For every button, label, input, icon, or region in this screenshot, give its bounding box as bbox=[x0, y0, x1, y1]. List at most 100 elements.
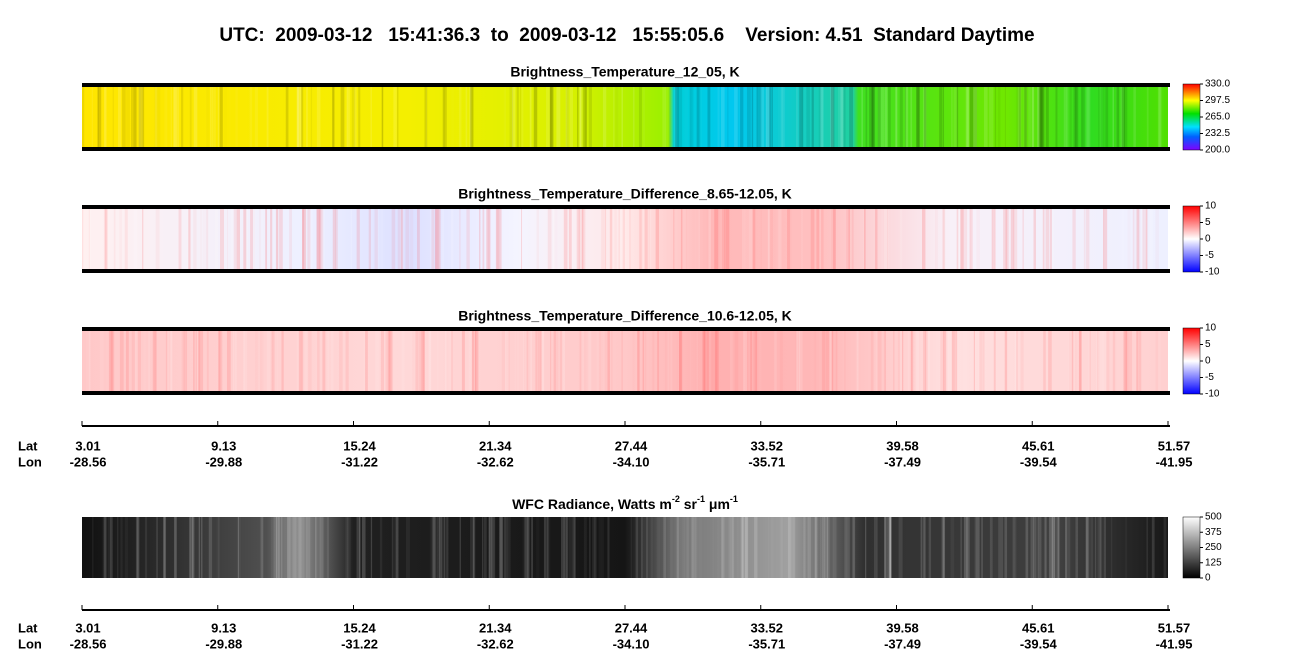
texture bbox=[346, 84, 349, 150]
texture bbox=[509, 84, 513, 150]
texture bbox=[1125, 517, 1127, 578]
texture bbox=[895, 84, 898, 150]
texture bbox=[285, 84, 289, 150]
texture bbox=[865, 84, 868, 150]
texture bbox=[482, 84, 484, 150]
texture bbox=[1045, 84, 1049, 150]
texture bbox=[381, 84, 384, 150]
texture bbox=[260, 206, 264, 272]
texture bbox=[1005, 206, 1009, 272]
texture bbox=[190, 517, 194, 578]
texture bbox=[319, 517, 324, 578]
texture bbox=[901, 206, 903, 272]
texture bbox=[916, 84, 920, 150]
texture bbox=[1158, 328, 1161, 394]
texture bbox=[1079, 328, 1081, 394]
texture bbox=[945, 328, 949, 394]
texture bbox=[497, 206, 501, 272]
lon-label: -28.56 bbox=[70, 454, 107, 469]
texture bbox=[320, 206, 325, 272]
texture bbox=[410, 206, 414, 272]
lon-label: -32.62 bbox=[477, 454, 514, 469]
texture bbox=[642, 328, 647, 394]
texture bbox=[164, 84, 168, 150]
texture bbox=[530, 328, 532, 394]
texture bbox=[436, 206, 441, 272]
texture bbox=[884, 328, 886, 394]
texture bbox=[419, 328, 423, 394]
colorbar-tick-label: -5 bbox=[1205, 372, 1214, 383]
texture bbox=[412, 206, 415, 272]
texture bbox=[533, 84, 538, 150]
texture bbox=[748, 206, 753, 272]
texture bbox=[261, 517, 263, 578]
texture bbox=[487, 206, 491, 272]
lat-label: 27.44 bbox=[615, 620, 648, 635]
texture bbox=[966, 206, 967, 272]
texture bbox=[941, 328, 943, 394]
texture bbox=[301, 84, 303, 150]
texture bbox=[350, 206, 353, 272]
texture bbox=[553, 328, 556, 394]
texture bbox=[1048, 517, 1053, 578]
texture bbox=[811, 84, 814, 150]
row-label: Lon bbox=[18, 636, 42, 651]
texture bbox=[1080, 84, 1083, 150]
texture bbox=[1099, 328, 1104, 394]
texture bbox=[832, 206, 837, 272]
texture bbox=[506, 517, 508, 578]
texture bbox=[1043, 328, 1046, 394]
texture bbox=[237, 206, 239, 272]
colorbar-tick-label: -10 bbox=[1205, 267, 1220, 278]
texture bbox=[744, 206, 749, 272]
lat-label: 21.34 bbox=[479, 438, 512, 453]
texture bbox=[744, 517, 749, 578]
texture bbox=[504, 517, 507, 578]
texture bbox=[266, 328, 270, 394]
texture bbox=[166, 328, 170, 394]
texture bbox=[243, 328, 245, 394]
texture bbox=[1042, 84, 1045, 150]
texture bbox=[136, 517, 139, 578]
texture bbox=[752, 328, 757, 394]
texture bbox=[365, 328, 368, 394]
texture bbox=[499, 206, 502, 272]
texture bbox=[974, 328, 977, 394]
texture bbox=[120, 517, 123, 578]
texture bbox=[1023, 84, 1027, 150]
texture bbox=[169, 84, 170, 150]
texture bbox=[760, 84, 765, 150]
texture bbox=[424, 84, 428, 150]
texture bbox=[630, 517, 632, 578]
texture bbox=[889, 517, 892, 578]
texture bbox=[577, 84, 579, 150]
texture bbox=[198, 517, 201, 578]
texture bbox=[691, 517, 694, 578]
lon-label: -34.10 bbox=[613, 636, 650, 651]
texture bbox=[547, 517, 551, 578]
texture bbox=[400, 206, 405, 272]
texture bbox=[956, 84, 959, 150]
texture bbox=[1085, 206, 1090, 272]
texture bbox=[662, 206, 665, 272]
texture bbox=[565, 84, 567, 150]
texture bbox=[393, 84, 397, 150]
texture bbox=[425, 84, 427, 150]
colorbar-tick-label: 0 bbox=[1205, 356, 1211, 367]
colorbar-tick-label: 125 bbox=[1205, 557, 1222, 568]
texture bbox=[810, 206, 815, 272]
texture bbox=[832, 206, 835, 272]
texture bbox=[820, 206, 824, 272]
texture bbox=[361, 517, 366, 578]
texture bbox=[368, 206, 371, 272]
texture bbox=[787, 206, 791, 272]
texture bbox=[431, 517, 436, 578]
texture bbox=[233, 206, 237, 272]
texture bbox=[881, 206, 884, 272]
texture bbox=[625, 206, 629, 272]
texture bbox=[448, 328, 452, 394]
texture bbox=[174, 517, 177, 578]
texture bbox=[326, 517, 329, 578]
texture bbox=[790, 206, 791, 272]
texture bbox=[1143, 206, 1148, 272]
